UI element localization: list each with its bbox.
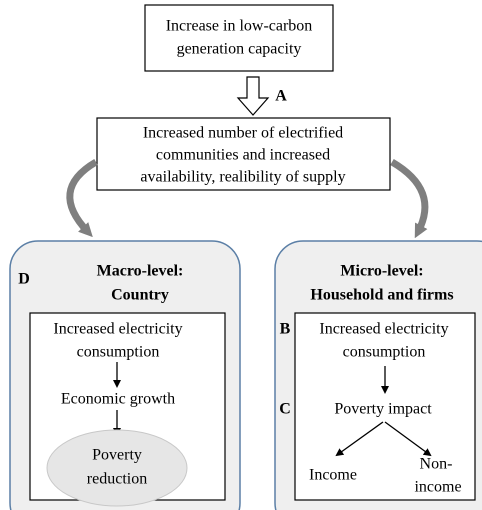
micro-box [294,312,476,501]
top-box [144,4,334,72]
hollow-arrow [236,76,270,116]
marker: B [280,321,291,338]
ellipse [46,429,188,507]
step-text: Increased electricity [53,321,182,338]
panel-title: Household and firms [310,287,453,304]
outcome-text: Non- [420,456,453,473]
arrow [384,421,432,457]
step-text: consumption [77,344,160,361]
middle-text: availability, realibility of supply [140,169,345,186]
panel-title: Macro-level: [97,263,184,280]
step-text: Poverty [92,447,142,464]
step-text: consumption [343,344,426,361]
curved-arrow [390,158,429,239]
panel-title: Micro-level: [340,263,423,280]
step-text: Increased electricity [319,321,448,338]
top-text: generation capacity [177,41,302,58]
top-text: Increase in low-carbon [166,18,313,35]
arrow-label: A [275,88,287,105]
step-text: Poverty impact [334,401,432,418]
outcome-text: income [414,479,461,496]
middle-text: Increased number of electrified [143,125,343,142]
curved-arrow [66,158,98,238]
marker: D [18,271,30,288]
panel-title: Country [111,287,169,304]
step-text: Economic growth [61,391,175,408]
middle-text: communities and increased [156,147,330,164]
arrow [335,421,384,457]
middle-box [96,117,391,191]
marker: C [279,401,291,418]
outcome-text: Income [309,467,357,484]
step-text: reduction [87,471,147,488]
